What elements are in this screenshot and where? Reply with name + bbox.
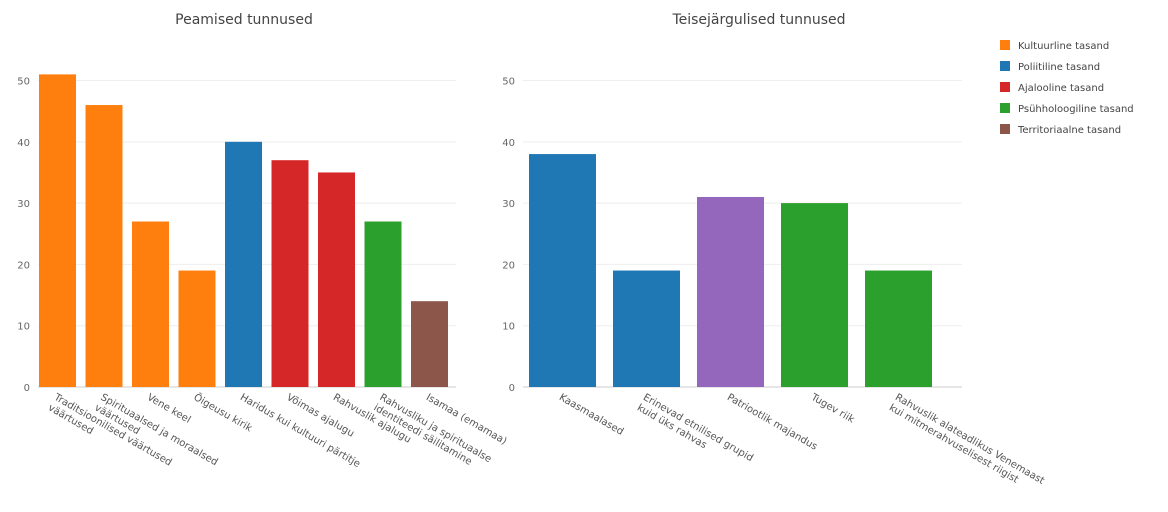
- y-tick-label: 50: [17, 77, 30, 88]
- y-tick-label: 30: [17, 199, 30, 210]
- bar: [697, 196, 764, 387]
- y-tick-label: 50: [502, 77, 515, 88]
- panel-secondary-features: Teisejärgulised tunnused 0 10 20 30 40 50 Kaasm…: [502, 12, 1046, 497]
- bar: [529, 154, 596, 387]
- bar: [318, 172, 355, 387]
- bar: [411, 301, 448, 387]
- bar: [39, 74, 76, 387]
- bar: [132, 221, 169, 387]
- legend-swatch: [1000, 103, 1010, 113]
- legend-label: Ajalooline tasand: [1018, 83, 1104, 94]
- bar: [178, 270, 216, 387]
- y-tick-label: 20: [17, 260, 30, 271]
- x-tick-label: Kaasmaalased: [557, 392, 625, 438]
- legend: Kultuurline tasand Poliitiline tasand Ajal…: [1000, 40, 1134, 136]
- bar: [781, 203, 848, 387]
- legend-label: Kultuurline tasand: [1018, 41, 1109, 52]
- chart-title: Peamised tunnused: [175, 12, 313, 28]
- bar: [271, 160, 309, 387]
- bar: [85, 105, 123, 387]
- x-tick-label: Tugev riik: [808, 392, 856, 426]
- y-tick-label: 10: [17, 322, 30, 333]
- legend-label: Territoriaalne tasand: [1017, 125, 1121, 136]
- panel-primary-features: Peamised tunnused01020304050Traditsiooni…: [17, 12, 508, 470]
- y-tick-label: 40: [17, 138, 30, 149]
- y-tick-label: 0: [509, 383, 515, 394]
- legend-swatch: [1000, 82, 1010, 92]
- x-tick-label-line: Kaasmaalased: [557, 392, 625, 438]
- y-tick-label: 10: [502, 322, 515, 333]
- x-tick-label-line: kui mitmerahvuselisest riigist: [887, 402, 1020, 485]
- bar: [613, 270, 680, 387]
- y-tick-label: 20: [502, 260, 515, 271]
- bar: [364, 221, 402, 387]
- x-tick-label: Patriootlik majandus: [725, 392, 819, 453]
- bar: [225, 141, 262, 387]
- y-tick-label: 40: [502, 138, 515, 149]
- legend-swatch: [1000, 61, 1010, 71]
- y-tick-label: 0: [24, 383, 30, 394]
- x-tick-label-line: Rahvuslik alateadlikus Venemaast: [893, 392, 1046, 487]
- x-tick-label: Rahvuslik alateadlikus Venemaastkui mitm…: [887, 392, 1046, 497]
- legend-swatch: [1000, 124, 1010, 134]
- legend-label: Psühholoogiline tasand: [1018, 104, 1134, 115]
- chart-title: Teisejärgulised tunnused: [671, 12, 845, 28]
- x-tick-label-line: Tugev riik: [808, 392, 856, 426]
- legend-label: Poliitiline tasand: [1018, 62, 1100, 73]
- y-tick-label: 30: [502, 199, 515, 210]
- x-tick-label-line: Patriootlik majandus: [725, 392, 819, 453]
- legend-swatch: [1000, 40, 1010, 50]
- bar: [865, 270, 932, 387]
